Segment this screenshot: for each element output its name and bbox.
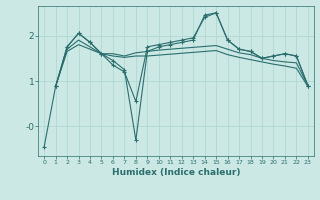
X-axis label: Humidex (Indice chaleur): Humidex (Indice chaleur)	[112, 168, 240, 177]
